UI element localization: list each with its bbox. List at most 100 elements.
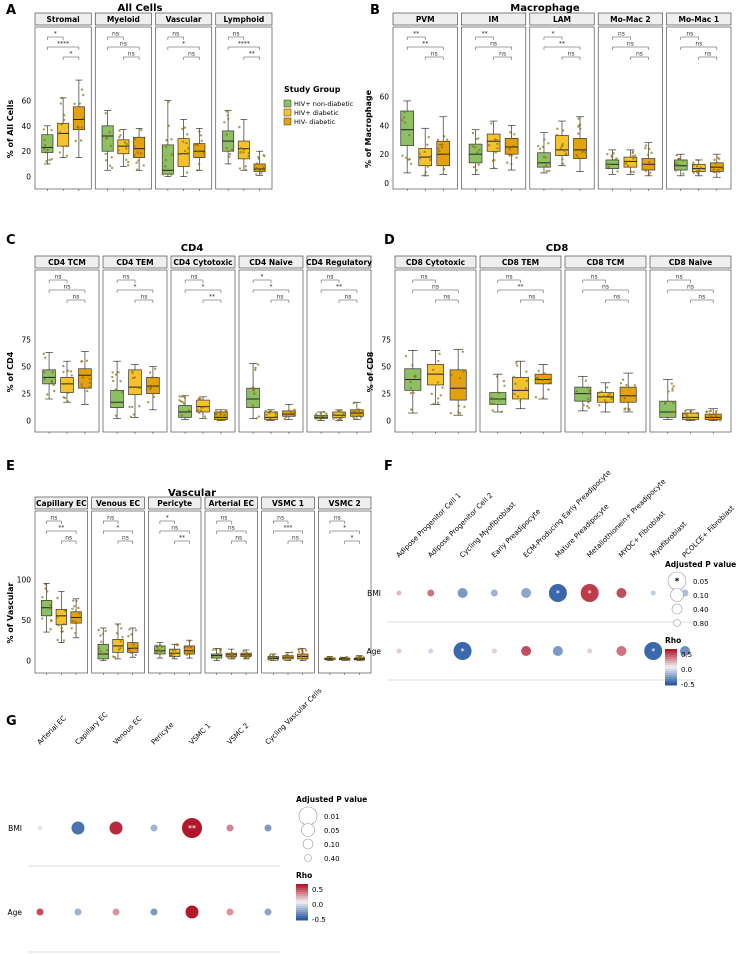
- data-point: [586, 404, 589, 408]
- sig-label: ns: [591, 274, 598, 281]
- sig-label: **: [518, 284, 524, 291]
- box-2: [486, 133, 501, 152]
- data-point: [537, 369, 540, 373]
- data-point: [183, 126, 187, 129]
- sig-bracket: [543, 46, 581, 50]
- data-point: [119, 134, 122, 137]
- sig-bracket: [116, 279, 136, 283]
- data-point: [66, 400, 69, 403]
- data-point: [627, 407, 630, 411]
- data-point: [199, 409, 203, 413]
- color-legend-step: [665, 679, 677, 682]
- color-legend-step: [665, 671, 677, 674]
- data-point: [199, 134, 203, 137]
- size-legend-label: 0.05: [693, 578, 709, 586]
- facet-strip: [394, 255, 477, 269]
- data-point: [69, 370, 73, 373]
- data-point: [534, 396, 538, 399]
- data-point: [66, 369, 70, 373]
- data-point: [477, 163, 480, 166]
- data-point: [692, 171, 695, 174]
- data-point: [50, 379, 53, 382]
- data-point: [65, 145, 68, 148]
- y-tick-label: 100: [17, 575, 32, 584]
- data-point: [587, 401, 590, 404]
- sig-bracket: [107, 36, 124, 40]
- sig-label: ns: [443, 294, 450, 301]
- data-point: [670, 411, 673, 414]
- data-point: [189, 646, 193, 649]
- data-point: [695, 171, 699, 174]
- data-point: [117, 645, 120, 648]
- data-point: [170, 653, 173, 657]
- data-point: [214, 408, 218, 412]
- data-point: [51, 370, 55, 374]
- data-point: [264, 409, 267, 413]
- sig-bracket: [582, 279, 606, 283]
- data-point: [675, 154, 679, 157]
- correlation-dot: [150, 824, 158, 832]
- data-point: [81, 386, 84, 389]
- data-point: [612, 152, 615, 155]
- box-2: [128, 369, 142, 396]
- size-legend-label: 0.80: [693, 620, 709, 628]
- data-point: [472, 165, 476, 169]
- y-tick-label: 50: [381, 363, 391, 372]
- data-point: [438, 352, 441, 355]
- data-point: [543, 138, 546, 141]
- data-point: [62, 370, 65, 374]
- data-point: [457, 404, 461, 408]
- color-legend-step: [665, 669, 677, 672]
- facet-label: LAM: [553, 15, 571, 24]
- sig-label: ns: [235, 535, 242, 542]
- color-legend-step: [665, 653, 677, 656]
- correlation-dot: [521, 588, 532, 598]
- data-point: [412, 391, 415, 394]
- box-3: [504, 138, 519, 155]
- data-point: [42, 128, 45, 131]
- data-point: [49, 604, 52, 607]
- sig-bracket: [680, 36, 700, 40]
- data-point: [333, 657, 336, 661]
- data-point: [248, 655, 251, 658]
- data-point: [50, 128, 53, 132]
- data-point: [140, 128, 143, 132]
- data-point: [132, 643, 135, 646]
- data-point: [319, 418, 322, 422]
- panel-label: F: [384, 459, 393, 474]
- data-point: [418, 157, 422, 160]
- data-point: [42, 147, 46, 151]
- data-point: [633, 384, 637, 387]
- sig-label: ns: [432, 284, 439, 291]
- data-point: [631, 151, 634, 155]
- y-tick-label: 60: [379, 93, 389, 102]
- facet-vsmc-2: VSMC 2ns**: [318, 496, 372, 675]
- data-point: [506, 161, 509, 164]
- data-point: [232, 657, 235, 660]
- y-tick-label: 25: [381, 390, 391, 399]
- column-label: Cycling Vascular Cells: [264, 686, 324, 746]
- data-point: [211, 656, 214, 659]
- sig-label: *: [202, 284, 205, 291]
- sig-bracket: [202, 299, 222, 303]
- data-point: [154, 367, 157, 371]
- data-point: [317, 417, 320, 420]
- data-point: [76, 125, 79, 128]
- data-point: [718, 419, 722, 422]
- column-label: Venous EC: [112, 715, 144, 747]
- sig-bracket: [630, 56, 649, 60]
- sig-label: ns: [704, 51, 711, 58]
- box-1: [489, 392, 507, 405]
- data-point: [315, 412, 318, 415]
- row-label: Age: [7, 908, 22, 917]
- data-point: [256, 363, 260, 366]
- sig-bracket: [167, 36, 184, 40]
- data-point: [63, 609, 67, 612]
- box-1: [673, 159, 688, 171]
- data-point: [110, 156, 113, 159]
- box-3: [449, 369, 467, 401]
- sig-bracket: [103, 520, 119, 524]
- box-3: [619, 386, 637, 403]
- data-point: [80, 126, 83, 129]
